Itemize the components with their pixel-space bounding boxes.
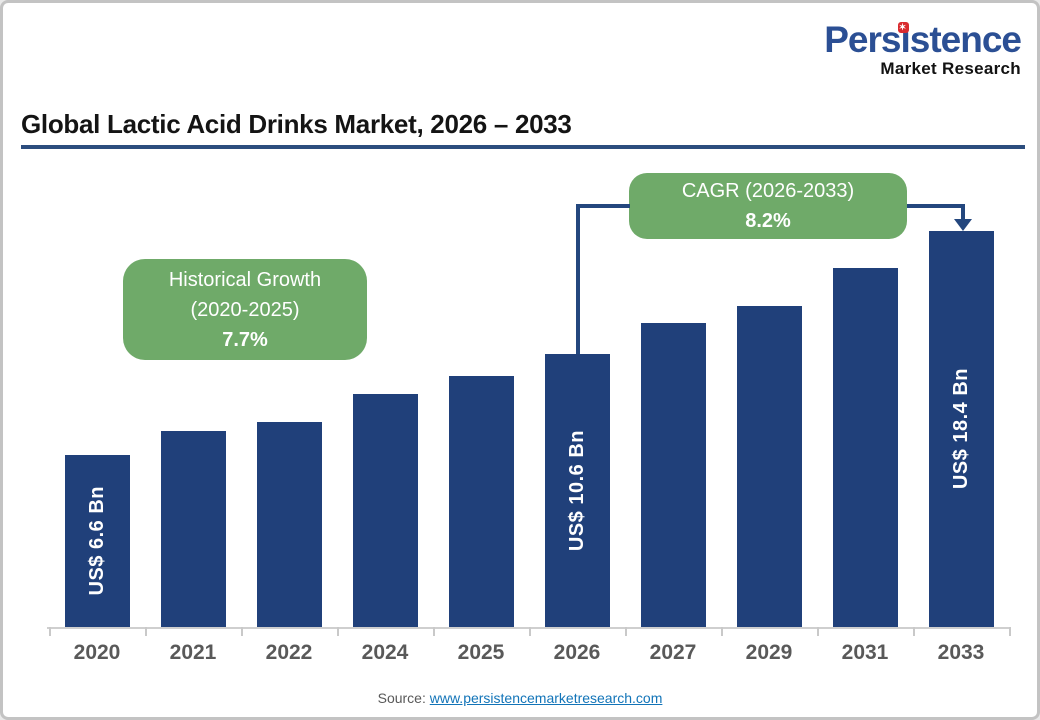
x-axis-label-2024: 2024 [361,641,409,664]
x-axis-label-2020: 2020 [73,641,121,664]
logo-star-dot-icon [897,22,909,33]
x-axis-label-2031: 2031 [841,641,889,664]
bar-value-label-2026: US$ 10.6 Bn [566,429,588,552]
arrow-down-icon [954,219,972,231]
bar-2024 [353,394,418,627]
x-axis-tick [49,627,51,636]
bar-value-label-2020: US$ 6.6 Bn [86,486,108,596]
bar-value-label-2033: US$ 18.4 Bn [950,368,972,490]
source-prefix: Source: [377,690,426,706]
historical-growth-line2: (2020-2025) [190,298,300,321]
bar-2026: US$ 10.6 Bn [545,354,610,627]
logo-brand-i: ı [900,19,910,60]
title-underline [21,145,1025,149]
x-axis-tick [913,627,915,636]
x-axis-label-2033: 2033 [937,641,985,664]
logo-brand-part2: stence [909,19,1022,60]
x-axis-tick [817,627,819,636]
logo-brand-text: Persıstence [824,19,1022,60]
connector-left-vertical [576,204,580,354]
x-axis-label-2025: 2025 [457,641,505,664]
historical-growth-callout: Historical Growth (2020-2025) 7.7% [123,259,367,360]
connector-right-vertical [961,204,965,221]
bar-2020: US$ 6.6 Bn [65,455,130,627]
connector-right-horizontal [907,204,965,208]
x-axis-tick [145,627,147,636]
source-link[interactable]: www.persistencemarketresearch.com [429,690,663,706]
bar-2031 [833,268,898,627]
cagr-value: 8.2% [745,210,791,232]
x-axis-tick [721,627,723,636]
bar-2029 [737,306,802,627]
cagr-callout: CAGR (2026-2033) 8.2% [629,173,907,239]
bar-2033: US$ 18.4 Bn [929,231,994,627]
connector-left-horizontal [576,204,630,208]
x-axis-line [47,627,1010,629]
bar-2021 [161,431,226,627]
source-line: Source: www.persistencemarketresearch.co… [3,690,1037,706]
x-axis-tick [1009,627,1011,636]
x-axis-tick [625,627,627,636]
bar-2027 [641,323,706,627]
x-axis-tick [433,627,435,636]
bar-2025 [449,376,514,627]
x-axis-tick [529,627,531,636]
bar-2022 [257,422,322,627]
x-axis-label-2029: 2029 [745,641,793,664]
historical-growth-value: 7.7% [222,328,268,351]
x-axis-label-2021: 2021 [169,641,217,664]
logo-subtitle: Market Research [880,59,1021,78]
x-axis-label-2022: 2022 [265,641,313,664]
chart-title: Global Lactic Acid Drinks Market, 2026 –… [21,109,572,139]
x-axis-label-2026: 2026 [553,641,601,664]
x-axis-label-2027: 2027 [649,641,697,664]
x-axis-tick [241,627,243,636]
x-axis-tick [337,627,339,636]
logo: Persıstence Market Research [824,19,1022,78]
historical-growth-line1: Historical Growth [168,268,322,291]
cagr-line1: CAGR (2026-2033) [681,180,855,202]
logo-brand-part1: Pers [824,19,901,60]
